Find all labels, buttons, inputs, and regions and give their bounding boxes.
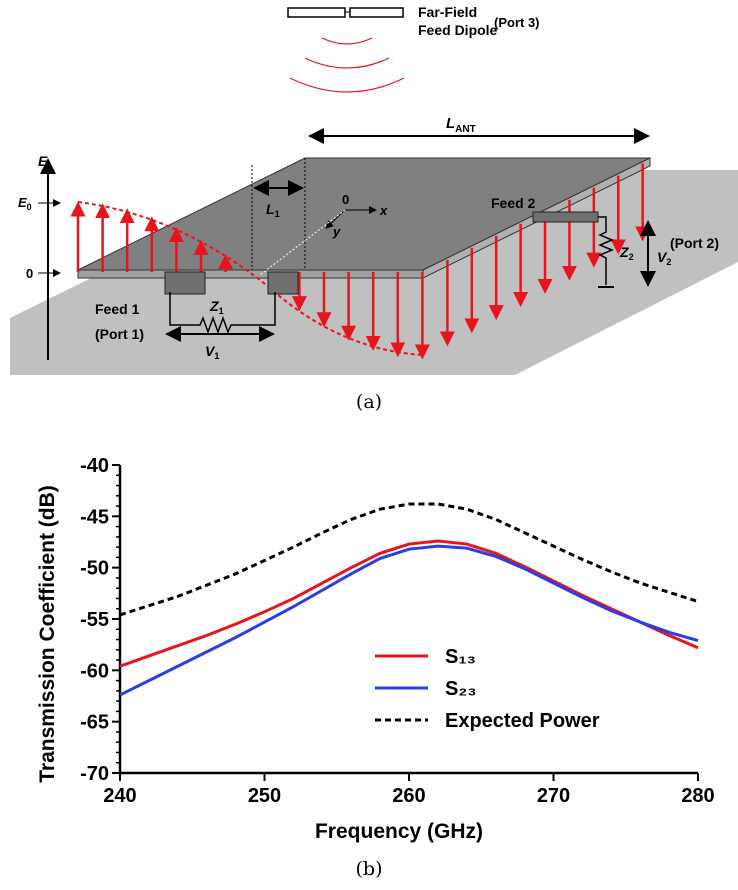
caption: (a) <box>356 391 382 413</box>
feed-pad <box>532 211 599 223</box>
port-label: (Port 2) <box>670 235 719 251</box>
y-tick-label: -55 <box>80 609 109 631</box>
e0-label: E0 <box>18 195 32 212</box>
series-line <box>119 544 699 697</box>
chart: -70 -65 -60 -55 -50 -45 -40 240 250 260 270 280 Freq… <box>36 455 715 843</box>
x-tick-label: 270 <box>537 785 570 807</box>
l1-label: L1 <box>266 201 280 219</box>
v2-label: V2 <box>657 249 671 267</box>
series-line <box>119 502 699 617</box>
feed-label: Feed 1 <box>95 301 140 317</box>
legend-label: S₁₃ <box>445 646 476 668</box>
label-main: E <box>18 195 27 210</box>
feed-pad <box>267 271 299 295</box>
z2-label: Z2 <box>619 244 634 262</box>
label-main: Z <box>619 244 629 260</box>
label-main: L <box>446 115 455 132</box>
legend-label: Expected Power <box>445 710 600 732</box>
port-label: (Port 1) <box>95 326 144 342</box>
label-sub: 1 <box>219 306 224 316</box>
field-arrows <box>70 163 651 360</box>
feed-pad <box>164 271 206 295</box>
y-tick-label: -40 <box>80 455 109 477</box>
y-axis-title: Transmission Coefficient (dB) <box>36 485 59 783</box>
x-tick-label: 260 <box>392 785 425 807</box>
e-label: E <box>38 153 48 169</box>
y-tick-label: -45 <box>80 506 109 528</box>
label-sub: 1 <box>214 351 219 361</box>
port-label: (Port 3) <box>494 15 540 30</box>
y-tick-label: -70 <box>80 763 109 785</box>
legend-label: S₂₃ <box>445 678 476 700</box>
center-line <box>259 209 346 276</box>
x-axis-title: Frequency (GHz) <box>315 820 483 843</box>
v1-label: V1 <box>205 343 219 361</box>
dipole-arm <box>349 7 404 18</box>
caption: (b) <box>356 858 383 880</box>
radiation-waves <box>289 37 405 93</box>
label-main: V <box>205 343 216 359</box>
origin-label: 0 <box>342 192 349 207</box>
label-sub: 2 <box>666 257 671 267</box>
label-sub: 1 <box>275 209 280 219</box>
zero-label: 0 <box>26 266 33 281</box>
dipole-label: Feed Dipole <box>418 22 498 38</box>
label-main: Z <box>209 298 219 314</box>
lant-label: LANT <box>446 115 476 135</box>
label-main: V <box>657 249 668 265</box>
antenna-diagram: Far-Field Feed Dipole (Port 3) LANT E E0… <box>10 4 738 375</box>
dipole-arm <box>287 7 346 18</box>
label-sub: ANT <box>455 124 476 135</box>
resistor-z2 <box>598 216 614 285</box>
feed-label: Feed 2 <box>491 195 536 211</box>
resistor-z1 <box>169 292 276 335</box>
x-tick-label: 240 <box>103 785 136 807</box>
series-line <box>119 539 699 668</box>
x-tick-label: 250 <box>248 785 281 807</box>
label-sub: 0 <box>27 202 32 212</box>
y-tick-label: -65 <box>80 712 109 734</box>
y-tick-label: -50 <box>80 558 109 580</box>
y-label: y <box>332 224 341 239</box>
x-tick-label: 280 <box>681 785 714 807</box>
x-label: x <box>379 203 388 218</box>
dipole-label: Far-Field <box>418 4 477 20</box>
label-sub: 2 <box>629 252 634 262</box>
label-main: L <box>266 201 275 217</box>
y-tick-label: -60 <box>80 660 109 682</box>
z1-label: Z1 <box>209 298 224 316</box>
